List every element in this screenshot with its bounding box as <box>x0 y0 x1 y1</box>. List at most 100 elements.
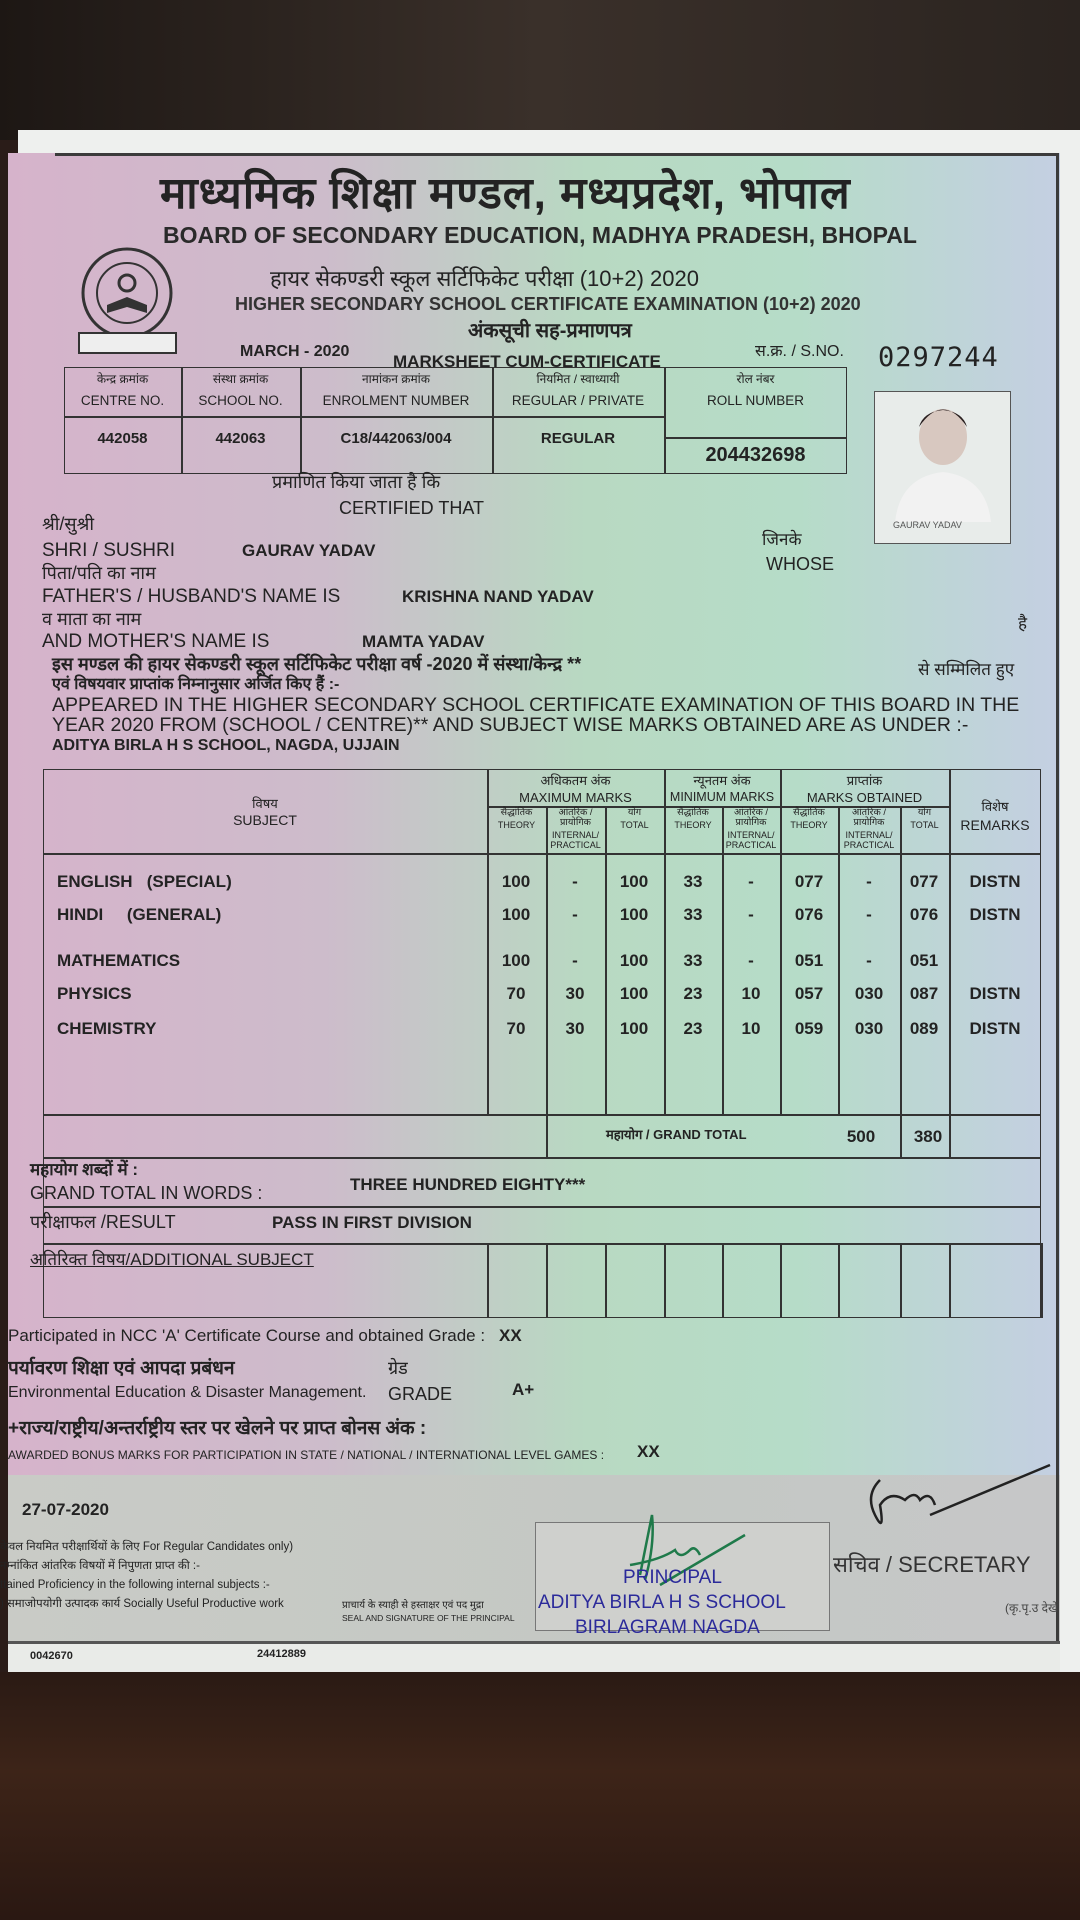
shri-hindi: श्री/सुश्री <box>42 514 94 534</box>
max-th-value: 100 <box>501 872 531 891</box>
max-tot-value: 100 <box>619 951 649 970</box>
board-title: BOARD OF SECONDARY EDUCATION, MADHYA PRA… <box>163 222 917 248</box>
max-int-value: - <box>572 905 578 924</box>
paragraph-1: APPEARED IN THE HIGHER SECONDARY SCHOOL … <box>52 694 1020 716</box>
subject-name: MATHEMATICS <box>57 951 181 970</box>
words-hindi: महायोग शब्दों में : <box>30 1160 139 1179</box>
paragraph-hindi-right: से सम्मिलित हुए <box>918 660 1015 679</box>
document-type: MARKSHEET CUM-CERTIFICATE <box>393 352 661 371</box>
min-th-value: 33 <box>683 951 703 970</box>
max-int-value: 30 <box>565 1019 585 1038</box>
paragraph-hindi-2: एवं विषयवार प्राप्तांक निम्नानुसार अर्जि… <box>52 676 340 693</box>
grand-total-max: 500 <box>846 1127 876 1146</box>
remarks-value: DISTN <box>969 984 1021 1003</box>
info-value: 204432698 <box>705 444 806 466</box>
mother-hindi: व माता का नाम <box>42 609 142 629</box>
signature-area <box>8 1475 1060 1641</box>
total-subheader-hindi: योग <box>917 807 932 818</box>
photo-caption: GAURAV YADAV <box>893 520 962 530</box>
total-subheader: TOTAL <box>620 820 649 830</box>
ob-int-value: - <box>866 905 872 924</box>
max-th-value: 70 <box>506 1019 526 1038</box>
max-tot-value: 100 <box>619 905 649 924</box>
footer-line-3: ttained Proficiency in the following int… <box>0 1579 270 1591</box>
secretary-label: सचिव / SECRETARY <box>833 1552 1031 1577</box>
subject-header: SUBJECT <box>233 812 297 828</box>
min-marks-header: MINIMUM MARKS <box>669 790 775 804</box>
ob-int-value: 030 <box>854 1019 884 1038</box>
info-header-hindi: नियमित / स्वाध्यायी <box>536 372 620 386</box>
int-subheader: INTERNAL/ PRACTICAL <box>843 830 895 850</box>
father-name: KRISHNA NAND YADAV <box>402 587 594 606</box>
paragraph-hindi-1: इस मण्डल की हायर सेकण्डरी स्कूल सर्टिफिक… <box>52 654 582 674</box>
pto-note: (कृ.पृ.उ देखें <box>1005 1601 1058 1615</box>
max-tot-value: 100 <box>619 872 649 891</box>
min-th-value: 33 <box>683 905 703 924</box>
theory-subheader-hindi: सैद्धांतिक <box>677 807 709 818</box>
info-header-hindi: संस्था क्रमांक <box>212 372 269 386</box>
marksheet-body <box>8 153 1060 1475</box>
candidate-photo: GAURAV YADAV <box>874 391 1011 544</box>
info-header-hindi: रोल नंबर <box>736 372 775 386</box>
grade-hindi: ग्रेड <box>388 1358 408 1378</box>
paragraph-2: YEAR 2020 FROM (SCHOOL / CENTRE)** AND S… <box>52 714 969 736</box>
subject-header-hindi: विषय <box>252 796 278 811</box>
ob-int-value: 030 <box>854 984 884 1003</box>
info-value: 442058 <box>97 430 148 447</box>
ob-th-value: 077 <box>794 872 824 891</box>
remarks-header: REMARKS <box>960 817 1030 833</box>
mother-name: MAMTA YADAV <box>362 632 485 651</box>
result-label: परीक्षाफल /RESULT <box>30 1212 176 1232</box>
exam-title-hindi: हायर सेकण्डरी स्कूल सर्टिफिकेट परीक्षा (… <box>270 266 699 291</box>
footer-line-2: नम्नांकित आंतरिक विषयों में निपुणता प्रा… <box>0 1560 200 1572</box>
footer-line-1: केवल नियमित परीक्षार्थियों के लिए For Re… <box>0 1541 294 1553</box>
subject-name: ENGLISH (SPECIAL) <box>57 872 232 891</box>
theory-subheader-hindi: सैद्धांतिक <box>500 807 533 818</box>
stamp-place: BIRLAGRAM NAGDA <box>575 1617 760 1638</box>
father-hindi: पिता/पति का नाम <box>42 563 156 583</box>
seal-label: SEAL AND SIGNATURE OF THE PRINCIPAL <box>342 1613 515 1623</box>
stamp-principal: PRINCIPAL <box>623 1567 722 1588</box>
theory-subheader: THEORY <box>674 820 712 830</box>
stamp-school: ADITYA BIRLA H S SCHOOL <box>538 1592 786 1613</box>
ncc-grade: XX <box>499 1326 522 1345</box>
board-title-hindi: माध्यमिक शिक्षा मण्डल, मध्यप्रदेश, भोपाल <box>160 169 851 218</box>
total-subheader-hindi: योग <box>627 807 642 818</box>
grand-total-label: महायोग / GRAND TOTAL <box>606 1127 747 1142</box>
school-name: ADITYA BIRLA H S SCHOOL, NAGDA, UJJAIN <box>52 737 400 754</box>
marks-table <box>43 769 1041 1318</box>
ob-th-value: 076 <box>794 905 824 924</box>
candidate-name: GAURAV YADAV <box>242 541 376 560</box>
int-subheader-hindi: आंतरिक / प्रायोगिक <box>851 807 887 828</box>
ob-tot-value: 089 <box>909 1019 939 1038</box>
hai-text: है <box>1018 614 1028 633</box>
footer-code-1: 0042670 <box>30 1650 73 1662</box>
max-int-value: 30 <box>565 984 585 1003</box>
bottom-strip <box>8 1641 1060 1672</box>
words-label: GRAND TOTAL IN WORDS : <box>30 1183 263 1203</box>
board-logo-icon <box>78 247 177 354</box>
bonus-marks: XX <box>637 1442 660 1461</box>
grade-label: GRADE <box>388 1384 453 1404</box>
additional-subject-label: अतिरिक्त विषय/ADDITIONAL SUBJECT <box>30 1250 314 1269</box>
background-table <box>0 1672 1080 1920</box>
min-int-value: - <box>748 905 754 924</box>
remarks-value: DISTN <box>969 905 1021 924</box>
max-marks-header: MAXIMUM MARKS <box>519 790 632 805</box>
ob-tot-value: 076 <box>909 905 939 924</box>
footer-code-2: 24412889 <box>257 1648 306 1660</box>
whose-hindi: जिनके <box>762 530 802 549</box>
grand-total-words: THREE HUNDRED EIGHTY*** <box>350 1175 586 1194</box>
min-int-value: - <box>748 951 754 970</box>
grand-total-obtained: 380 <box>913 1127 943 1146</box>
info-header: ENROLMENT NUMBER <box>322 393 470 408</box>
ob-th-value: 051 <box>794 951 824 970</box>
max-tot-value: 100 <box>619 984 649 1003</box>
ob-tot-value: 077 <box>909 872 939 891</box>
int-subheader-hindi: आंतरिक / प्रायोगिक <box>733 807 769 828</box>
min-int-value: 10 <box>741 1019 761 1038</box>
max-tot-value: 100 <box>619 1019 649 1038</box>
sheet-border <box>55 153 1059 1641</box>
env-hindi: पर्यावरण शिक्षा एवं आपदा प्रबंधन <box>8 1358 235 1379</box>
min-th-value: 23 <box>683 984 703 1003</box>
